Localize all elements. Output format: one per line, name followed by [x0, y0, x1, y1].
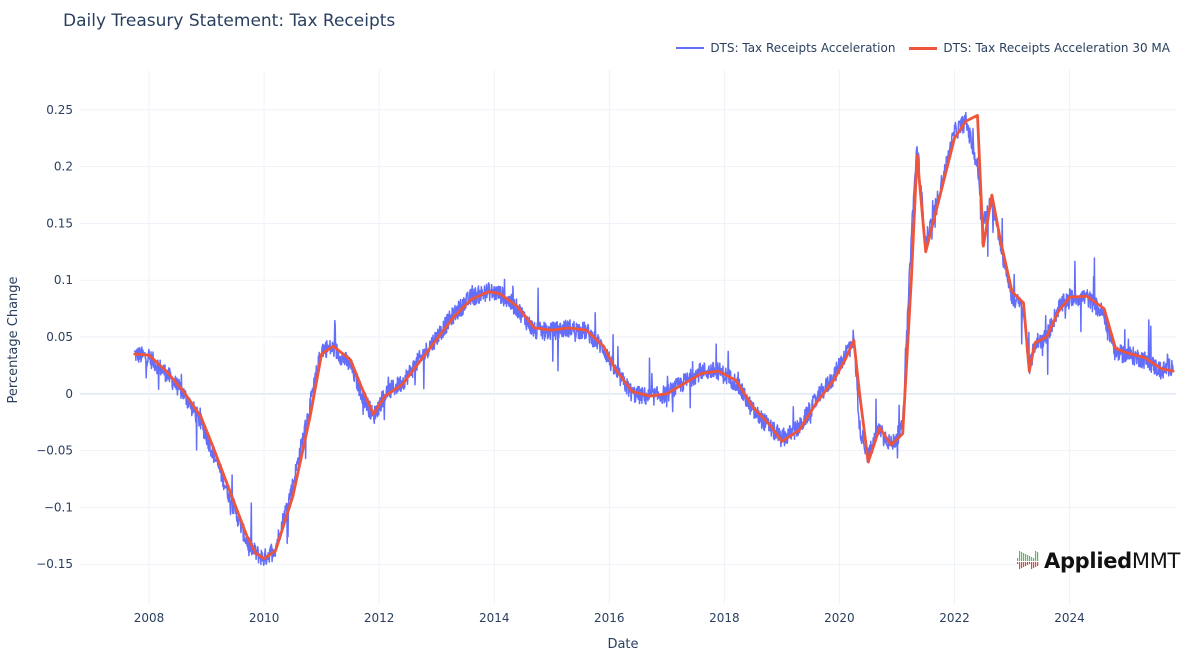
series-line-raw	[133, 111, 1174, 567]
logo-bar-up	[1021, 552, 1023, 561]
logo-bar-up	[1025, 554, 1027, 561]
series-line-ma	[133, 114, 1175, 560]
logo-bar-up	[1035, 551, 1037, 561]
y-tick-label: 0.15	[46, 216, 73, 230]
x-tick-label: 2018	[709, 611, 740, 625]
logo-text: AppliedMMT	[1044, 549, 1181, 573]
y-axis-label: Percentage Change	[6, 276, 21, 403]
logo-bar-down	[1037, 562, 1039, 566]
legend-swatch-ma	[909, 46, 938, 50]
legend[interactable]: DTS: Tax Receipts Acceleration DTS: Tax …	[676, 41, 1170, 55]
x-tick-label: 2022	[939, 611, 970, 625]
logo-bar-up	[1031, 557, 1033, 561]
logo-bar-up	[1033, 558, 1035, 561]
legend-label-raw: DTS: Tax Receipts Acceleration	[710, 41, 896, 55]
logo-bar-down	[1031, 562, 1033, 569]
logo-bar-up	[1017, 558, 1019, 561]
x-tick-label: 2008	[134, 611, 165, 625]
logo-bar-down	[1021, 562, 1023, 568]
y-tick-label: −0.15	[36, 557, 73, 571]
logo-bar-up	[1027, 555, 1029, 561]
x-tick-label: 2014	[479, 611, 510, 625]
legend-swatch-raw	[676, 47, 705, 49]
axis-ticks: 0.25 0.2 0.15 0.1 0.05 0 −0.05 −0.1 −0.15 2008 201…	[36, 103, 1085, 625]
y-tick-label: 0.2	[54, 160, 73, 174]
logo-bar-up	[1029, 556, 1031, 561]
y-tick-label: 0.05	[46, 330, 73, 344]
y-tick-label: 0	[65, 387, 73, 401]
y-tick-label: −0.05	[36, 444, 73, 458]
brand-logo: AppliedMMT	[1016, 549, 1180, 573]
logo-bar-down	[1027, 562, 1029, 565]
x-tick-label: 2016	[594, 611, 625, 625]
chart-title: Daily Treasury Statement: Tax Receipts	[63, 11, 396, 31]
logo-bar-down	[1023, 562, 1025, 567]
y-tick-label: 0.1	[54, 273, 73, 287]
grid-lines	[80, 70, 1176, 604]
logo-bars-icon	[1017, 551, 1039, 569]
series-layer	[133, 111, 1175, 567]
logo-bar-down	[1033, 562, 1035, 568]
x-axis-label: Date	[607, 637, 638, 652]
legend-item-ma[interactable]: DTS: Tax Receipts Acceleration 30 MA	[909, 41, 1170, 55]
legend-label-ma: DTS: Tax Receipts Acceleration 30 MA	[943, 41, 1170, 55]
logo-bar-down	[1017, 562, 1019, 564]
logo-bar-down	[1029, 562, 1031, 564]
x-tick-label: 2012	[364, 611, 395, 625]
x-tick-label: 2020	[824, 611, 855, 625]
x-tick-label: 2010	[249, 611, 280, 625]
logo-bar-down	[1019, 562, 1021, 569]
y-tick-label: −0.1	[44, 500, 73, 514]
logo-bar-down	[1035, 562, 1037, 567]
logo-bar-up	[1019, 551, 1021, 561]
y-tick-label: 0.25	[46, 103, 73, 117]
x-tick-label: 2024	[1054, 611, 1085, 625]
logo-bar-down	[1025, 562, 1027, 566]
logo-bar-up	[1023, 553, 1025, 561]
legend-item-raw[interactable]: DTS: Tax Receipts Acceleration	[676, 41, 895, 55]
logo-bar-up	[1037, 552, 1039, 561]
